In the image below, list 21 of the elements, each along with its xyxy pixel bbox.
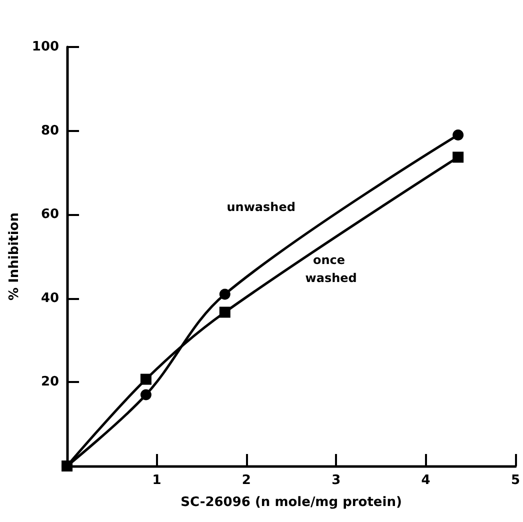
x-axis-title: SC-26096 (n mole/mg protein): [180, 495, 402, 510]
point: [62, 460, 73, 472]
x-tick-label: 5: [510, 473, 520, 488]
y-tick-label: 40: [40, 290, 60, 306]
series-label: once washed: [305, 253, 357, 286]
y-tick-label: 20: [40, 374, 60, 390]
point: [219, 288, 230, 300]
x-tick-label: 1: [152, 473, 162, 488]
point: [140, 374, 152, 385]
point: [140, 389, 152, 400]
x-tick-label: 4: [421, 473, 430, 488]
series-label: unwashed: [226, 200, 296, 214]
y-tick-label: 100: [32, 40, 60, 54]
y-tick-label: 80: [40, 123, 60, 138]
y-tick-label: 60: [40, 207, 60, 222]
y-axis-title: % Inhibition: [7, 212, 22, 300]
point: [452, 152, 464, 163]
x-tick-label: 3: [332, 473, 341, 488]
point: [219, 306, 230, 318]
x-tick-label: 2: [242, 473, 251, 488]
point: [452, 129, 464, 140]
